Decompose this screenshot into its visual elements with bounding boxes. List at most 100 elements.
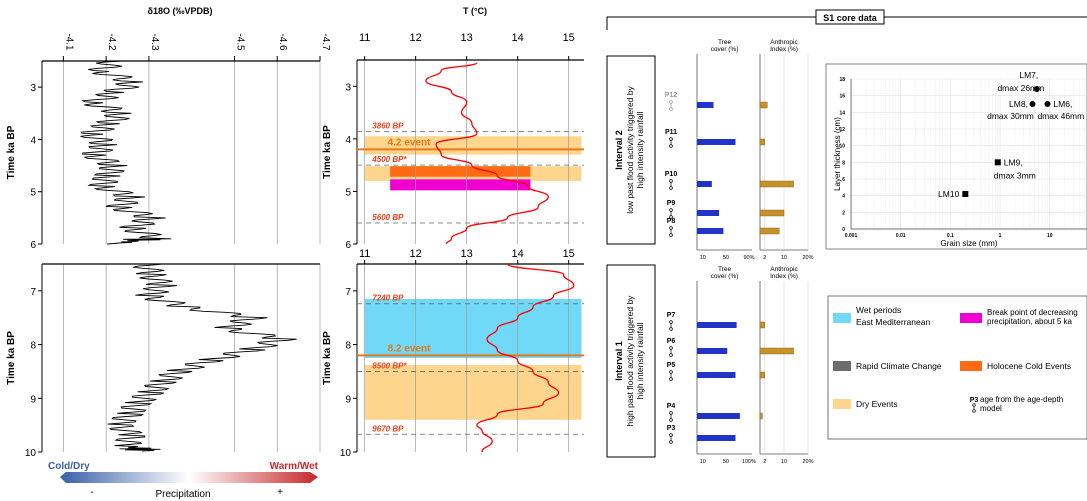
- d18o-tick-label: -4.5: [234, 33, 245, 51]
- scatter-y-axis-label: Layer thickness (cm): [833, 117, 842, 191]
- legend-label: East Mediterranean: [856, 317, 930, 327]
- temp-y-axis-label: Time ka BP: [322, 331, 333, 385]
- temp-y-tick-label: 10: [340, 448, 352, 459]
- d18o-y-tick-label: 7: [30, 287, 36, 298]
- point-label: LM6,: [1053, 99, 1072, 109]
- sample-marker: [669, 411, 673, 415]
- legend-label: Dry Events: [856, 399, 898, 409]
- scatter-x-tick-label: 0.001: [845, 233, 858, 239]
- tree-tick-label: 50: [723, 459, 729, 465]
- scatter-point: [962, 191, 969, 197]
- legend-swatch: [833, 313, 851, 323]
- sample-marker: [669, 440, 673, 444]
- d18o-y-tick-label: 5: [30, 188, 36, 199]
- temp-tick-label: 13: [461, 248, 473, 260]
- d18o-y-tick-label: 4: [30, 135, 36, 146]
- temperature-title: T (°C): [463, 6, 487, 16]
- temp-y-tick-label: 7: [345, 287, 351, 298]
- sample-marker: [669, 144, 673, 148]
- sample-label: P11: [665, 129, 677, 136]
- interval-box: [606, 264, 656, 458]
- core-title: S1 core data: [823, 13, 878, 23]
- precipitation-bar: [60, 472, 318, 483]
- tree-cover-bar: [697, 181, 712, 187]
- interval-text: low past flood activity triggered by: [625, 85, 635, 213]
- scatter-point: [994, 159, 1001, 166]
- sample-label: P7: [667, 312, 676, 319]
- anthropic-tick-label: 2: [763, 255, 766, 261]
- point-label: dmax 46mm: [1037, 111, 1084, 121]
- d18o-tick-label: -4.3: [149, 33, 160, 51]
- d18o-tick-label: -4.1: [63, 33, 74, 51]
- scatter-point: [1033, 86, 1040, 92]
- temp-tick-label: 11: [359, 32, 370, 44]
- sample-marker: [669, 179, 673, 183]
- scatter-point: [1029, 101, 1036, 107]
- temp-tick-label: 14: [512, 32, 524, 44]
- sample-label: P10: [665, 171, 678, 178]
- precipitation-label: Precipitation: [155, 489, 210, 500]
- scatter-x-tick-label: 1: [999, 233, 1002, 239]
- interval-title: Interval 1: [614, 341, 624, 381]
- plus-label: +: [277, 487, 283, 498]
- sample-marker: [669, 100, 673, 104]
- temperature-series-line: [425, 61, 549, 245]
- d18o-y-tick-label: 10: [25, 448, 37, 459]
- anthropic-bar: [759, 412, 763, 420]
- legend-label: age from the age-depth: [980, 395, 1063, 404]
- legend-label: precipitation, about 5 ka: [987, 317, 1072, 326]
- age-label: 4500 BP*: [371, 155, 407, 164]
- sample-marker: [669, 418, 673, 422]
- anthropic-tick-label: 20%: [802, 459, 813, 465]
- point-label: dmax 30mm: [987, 111, 1034, 121]
- sample-marker: [669, 433, 673, 437]
- d18o-y-axis-label: Time ka BP: [6, 125, 17, 179]
- tree-cover-bar: [697, 348, 728, 354]
- sample-marker: [669, 353, 673, 357]
- tree-tick-label: 100%: [742, 459, 756, 465]
- scatter-y-tick-label: 14: [839, 110, 845, 116]
- band-break-point: [390, 179, 531, 191]
- tree-cover-header: cover (%): [711, 273, 739, 280]
- event-label: 8.2 event: [388, 343, 431, 354]
- temp-tick-label: 12: [410, 248, 422, 260]
- temp-tick-label: 11: [359, 248, 370, 260]
- sample-label: P8: [667, 218, 676, 225]
- core-bracket: [606, 16, 1087, 30]
- anthropic-header: Index (%): [770, 46, 798, 53]
- d18o-title: δ18O (‰VPDB): [148, 6, 213, 16]
- temperature-chart: T (°C) 11 12 13 14 15 3 4 5 6 Time ka BP 3860 BP 4.2…: [322, 6, 584, 459]
- anthropic-bar: [759, 209, 785, 217]
- event-label: 4.2 event: [388, 137, 431, 148]
- anthropic-bar: [759, 180, 794, 188]
- point-label: dmax 26mm: [997, 83, 1044, 93]
- tree-cover-bar: [697, 102, 714, 108]
- age-label: 7240 BP: [372, 294, 404, 303]
- tree-cover-bar: [697, 435, 736, 441]
- d18o-tick-label: -4.7: [320, 33, 331, 51]
- temp-tick-label: 15: [563, 32, 575, 44]
- scatter-y-tick-label: 4: [842, 194, 845, 200]
- tree-cover-header: Tree: [718, 39, 732, 46]
- tree-tick-label: 90%: [743, 255, 754, 261]
- warm-wet-label: Warm/Wet: [270, 461, 319, 472]
- legend-swatch: [833, 399, 851, 409]
- temp-tick-label: 12: [410, 32, 422, 44]
- minus-label: -: [90, 487, 93, 498]
- age-label: 5600 BP: [372, 213, 404, 222]
- anthropic-bar: [759, 347, 794, 355]
- band-wet: [364, 298, 582, 358]
- sample-label: P6: [667, 338, 676, 345]
- sample-marker: [669, 327, 673, 331]
- d18o-series-line: [107, 263, 297, 452]
- scatter-x-tick-label: 0.01: [896, 233, 906, 239]
- anthropic-bar: [759, 321, 766, 329]
- temp-y-tick-label: 4: [345, 135, 351, 146]
- legend: Wet periods East Mediterranean Break point…: [827, 295, 1087, 440]
- tree-tick-label: 10: [700, 255, 706, 261]
- d18o-tick-label: -4.6: [277, 33, 288, 51]
- anthropic-tick-label: 10: [781, 255, 787, 261]
- scatter-y-tick-label: 10: [839, 144, 845, 150]
- temp-y-tick-label: 6: [345, 240, 351, 251]
